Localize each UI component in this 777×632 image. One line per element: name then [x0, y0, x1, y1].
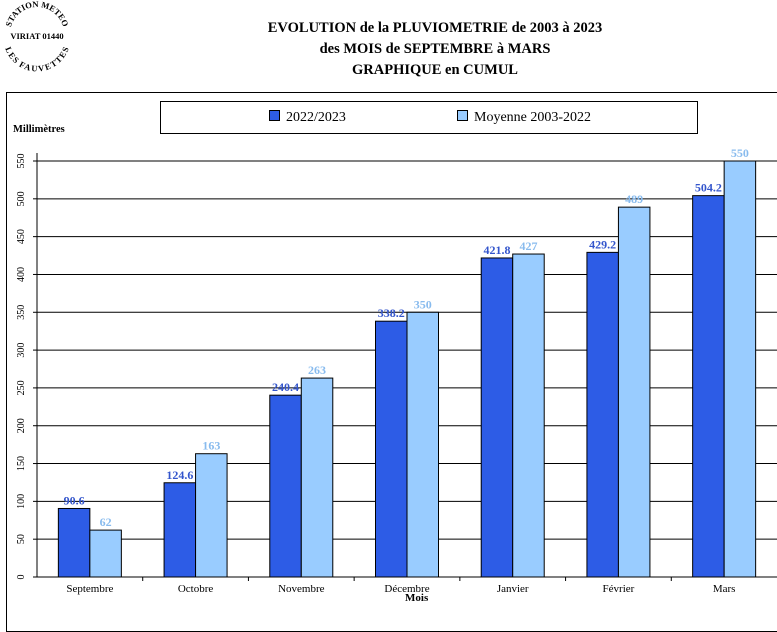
y-tick-label: 550	[16, 154, 27, 169]
y-axis-title: Millimètres	[13, 124, 65, 135]
bar-series-1	[163, 482, 197, 578]
bar-series-1	[480, 257, 514, 578]
y-tick-label: 100	[16, 494, 27, 509]
bar-series-2	[406, 311, 439, 578]
data-label-series-1: 90.6	[64, 493, 85, 507]
data-label-series-1: 504.2	[695, 181, 722, 195]
bar-series-2	[195, 453, 228, 578]
data-label-series-1: 429.2	[589, 237, 616, 251]
legend-swatch-series-2	[457, 110, 468, 121]
legend-item-series-2: Moyenne 2003-2022	[457, 110, 591, 126]
title-line-1: EVOLUTION de la PLUVIOMETRIE de 2003 à 2…	[267, 20, 603, 36]
y-tick-label: 200	[16, 418, 27, 433]
bar-series-1	[692, 195, 725, 578]
legend: 2022/2023 Moyenne 2003-2022	[160, 101, 698, 134]
bar-series-2	[300, 377, 334, 578]
y-tick-label: 150	[16, 456, 27, 471]
bar-series-1	[375, 320, 408, 578]
bar-series-2	[617, 206, 651, 578]
x-axis-title: Mois	[405, 592, 429, 604]
x-tick-label: Septembre	[66, 583, 113, 595]
station-logo: STATION METEO VIRIAT 01440 LES FAUVETTES	[3, 0, 71, 72]
y-tick-label: 250	[16, 380, 27, 395]
legend-label-series-1: 2022/2023	[286, 110, 346, 125]
data-label-series-1: 124.6	[166, 468, 193, 482]
y-tick-label: 0	[16, 575, 27, 580]
y-tick-label: 50	[16, 534, 27, 544]
y-tick-label: 500	[16, 191, 27, 206]
x-tick-label: Février	[603, 583, 635, 595]
chart-title: EVOLUTION de la PLUVIOMETRIE de 2003 à 2…	[150, 18, 720, 81]
x-tick-label: Janvier	[497, 583, 529, 595]
data-label-series-2: 163	[202, 439, 220, 453]
bar-series-2	[512, 253, 545, 578]
x-tick-label: Novembre	[278, 583, 325, 595]
y-tick-label: 450	[16, 229, 27, 244]
title-line-2: des MOIS de SEPTEMBRE à MARS	[319, 41, 551, 57]
bar-series-1	[57, 507, 91, 578]
x-tick-label: Mars	[713, 583, 736, 595]
data-label-series-1: 240.4	[272, 380, 299, 394]
bar-series-1	[269, 394, 302, 578]
data-label-series-2: 263	[308, 363, 326, 377]
y-tick-label: 400	[16, 267, 27, 282]
legend-item-series-1: 2022/2023	[269, 110, 346, 126]
data-label-series-2: 427	[519, 239, 537, 253]
bar-series-1	[586, 251, 619, 578]
data-label-series-2: 350	[414, 297, 432, 311]
legend-swatch-series-1	[269, 110, 280, 121]
data-label-series-1: 421.8	[483, 243, 510, 257]
data-label-series-2: 62	[100, 515, 112, 529]
logo-middle-text: VIRIAT 01440	[10, 31, 63, 41]
y-tick-label: 350	[16, 305, 27, 320]
legend-label-series-2: Moyenne 2003-2022	[474, 110, 592, 125]
bar-series-2	[89, 529, 122, 578]
bar-series-2	[723, 160, 757, 578]
x-tick-label: Octobre	[178, 583, 214, 595]
x-tick-label: Décembre	[384, 583, 429, 595]
data-label-series-1: 338.2	[378, 306, 405, 320]
title-line-3: GRAPHIQUE en CUMUL	[352, 62, 518, 78]
data-label-series-2: 550	[731, 146, 749, 160]
data-label-series-2: 489	[625, 192, 643, 206]
chart-plot: 0 50 100 150 200 250 300 350 400 450 500 550 90.6 62 S…	[16, 146, 777, 595]
y-tick-label: 300	[16, 343, 27, 358]
